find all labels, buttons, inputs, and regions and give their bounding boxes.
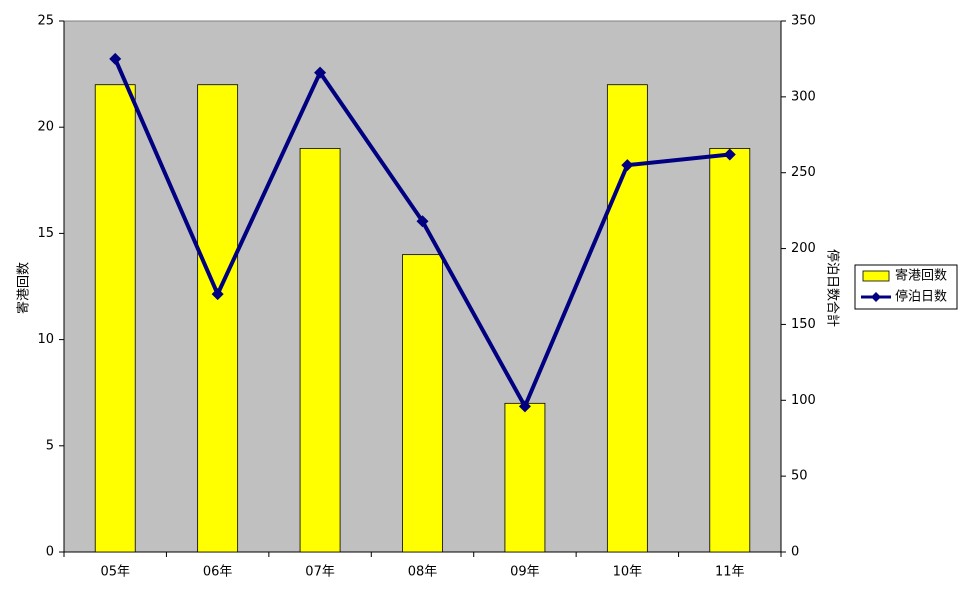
x-tick-label: 05年: [100, 565, 130, 580]
legend-label: 停泊日数: [895, 289, 947, 305]
line-marker: [109, 52, 122, 65]
y2-tick-label: 0: [791, 545, 799, 560]
y2-tick-label: 200: [791, 241, 816, 256]
x-tick-label: 11年: [715, 565, 745, 580]
y-axis-title: 寄港回数: [16, 262, 32, 314]
bar: [299, 148, 341, 553]
y2-tick-label: 350: [791, 14, 816, 29]
y-tick-label: 25: [37, 14, 54, 29]
line-marker: [314, 66, 327, 79]
y-tick-label: 0: [46, 545, 54, 560]
x-tick-label: 10年: [613, 565, 643, 580]
x-tick-label: 09年: [510, 565, 540, 580]
bar: [94, 84, 136, 553]
y2-tick-label: 100: [791, 393, 816, 408]
legend-box: [854, 264, 958, 310]
y-tick-label: 10: [37, 332, 54, 347]
x-tick-label: 06年: [203, 565, 233, 580]
legend-marker: [871, 292, 881, 302]
bar: [504, 402, 546, 553]
y2-tick-label: 150: [791, 317, 816, 332]
line-marker: [416, 215, 429, 228]
legend-label: 寄港回数: [895, 268, 947, 284]
y2-tick-label: 250: [791, 165, 816, 180]
x-tick-label: 08年: [408, 565, 438, 580]
line-marker: [518, 400, 531, 413]
y-tick-label: 5: [46, 438, 54, 453]
line-marker: [621, 159, 634, 172]
bar: [197, 84, 239, 553]
y2-tick-label: 50: [791, 469, 808, 484]
x-tick-label: 07年: [305, 565, 335, 580]
y-tick-label: 15: [37, 226, 54, 241]
bar: [709, 148, 751, 553]
bar: [606, 84, 648, 553]
y2-tick-label: 300: [791, 89, 816, 104]
line-marker: [723, 148, 736, 161]
bar: [402, 254, 443, 553]
y2-axis-title: 停泊日数合計: [825, 249, 841, 327]
line-marker: [211, 288, 224, 301]
y-tick-label: 20: [37, 120, 54, 135]
legend-swatch: [862, 270, 890, 282]
